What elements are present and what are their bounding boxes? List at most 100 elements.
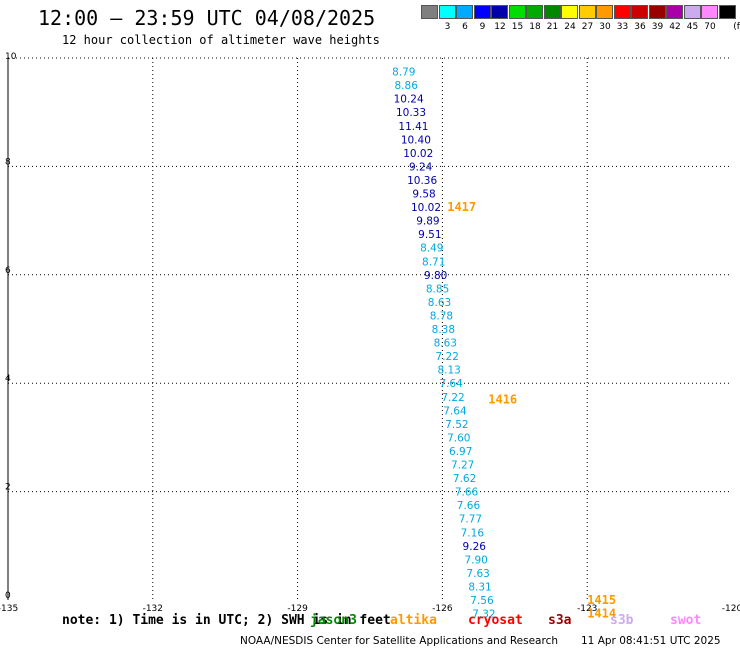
satellite-label-cryosat: cryosat [468, 613, 523, 628]
data-point-label: 6.97 [449, 446, 472, 458]
footer-timestamp: 11 Apr 08:41:51 UTC 2025 [581, 635, 721, 647]
legend-swatch [508, 5, 526, 19]
data-point-label: 8.63 [428, 297, 451, 309]
x-tick-label: -126 [432, 604, 453, 614]
legend-swatch [631, 5, 648, 19]
data-point-label: 8.63 [434, 338, 457, 350]
legend-label: 42 [669, 22, 681, 32]
y-tick-label: 4 [5, 374, 11, 384]
footer-credit: NOAA/NESDIS Center for Satellite Applica… [240, 635, 558, 647]
data-point-label: 7.64 [443, 405, 467, 417]
data-point-label: 7.32 [472, 609, 495, 621]
data-point-label: 7.22 [436, 351, 459, 363]
data-point-label: 7.90 [464, 554, 487, 566]
data-point-label: 8.86 [395, 80, 419, 92]
data-point-label: 10.24 [394, 94, 424, 106]
data-point-label: 8.71 [422, 256, 445, 268]
legend-label: 15 [511, 22, 524, 32]
data-point-label: 7.77 [459, 514, 482, 526]
x-tick-label: -135 [0, 604, 18, 614]
legend-swatch [578, 5, 596, 19]
y-tick-label: 2 [5, 483, 11, 493]
data-point-label: 7.63 [466, 568, 489, 580]
legend-swatch [543, 5, 561, 19]
data-point-label: 8.85 [426, 283, 449, 295]
data-point-label: 9.89 [416, 216, 439, 228]
legend-swatch [648, 5, 666, 19]
data-point-label: 10.36 [407, 175, 437, 187]
legend-swatch [561, 5, 578, 19]
data-point-label: 8.38 [432, 324, 455, 336]
legend-swatch [701, 5, 718, 19]
legend-swatch [526, 5, 543, 19]
data-point-label: 9.51 [418, 229, 441, 241]
legend-label: 9 [479, 22, 486, 32]
data-point-label: 9.24 [409, 161, 433, 173]
legend-label: 36 [634, 22, 646, 32]
y-tick-label: 6 [5, 266, 11, 276]
data-point-label: 7.27 [451, 460, 474, 472]
y-tick-label: 10 [5, 52, 17, 62]
data-point-label: 7.62 [453, 473, 476, 485]
data-point-label: 10.40 [401, 134, 431, 146]
data-point-label: 8.78 [430, 310, 453, 322]
legend-label: 33 [616, 22, 629, 32]
legend-swatch [491, 5, 508, 19]
data-point-label: 7.66 [457, 500, 481, 512]
legend-label: 30 [599, 22, 611, 32]
legend-swatch [613, 5, 631, 19]
legend-label: 21 [546, 22, 559, 32]
satellite-label-s3b: s3b [610, 613, 634, 628]
legend-swatch [718, 5, 736, 19]
x-tick-label: -132 [143, 604, 163, 614]
satellite-label-s3a: s3a [548, 613, 572, 628]
legend-label: 18 [529, 22, 541, 32]
data-point-label: 7.60 [447, 432, 470, 444]
legend-swatch [421, 5, 438, 19]
data-point-label: 8.13 [437, 365, 460, 377]
legend-label: 24 [564, 22, 576, 32]
data-point-label: 7.52 [445, 419, 468, 431]
time-label: 1417 [447, 200, 476, 214]
legend-unit: (ft) [733, 22, 740, 32]
legend-swatch [473, 5, 491, 19]
legend-swatch [438, 5, 456, 19]
legend-swatch [683, 5, 701, 19]
page-title: 12:00 – 23:59 UTC 04/08/2025 [38, 6, 376, 30]
y-tick-label: 0 [5, 591, 11, 601]
time-label: 1414 [587, 607, 616, 621]
data-point-label: 10.02 [411, 202, 441, 214]
satellite-label-swot: swot [670, 613, 702, 628]
legend-label: 6 [462, 22, 468, 32]
data-point-label: 7.66 [455, 487, 479, 499]
time-label: 1415 [587, 593, 616, 607]
data-point-label: 8.79 [392, 67, 415, 79]
data-point-label: 11.41 [398, 121, 428, 133]
legend-label: 70 [704, 22, 716, 32]
legend-swatch [666, 5, 683, 19]
legend-swatch [596, 5, 613, 19]
x-tick-label: -129 [287, 604, 308, 614]
data-point-label: 10.33 [396, 107, 426, 119]
legend-label: 27 [581, 22, 594, 32]
data-point-label: 7.22 [441, 392, 464, 404]
legend-label: 3 [444, 22, 451, 32]
y-tick-label: 8 [5, 157, 11, 167]
x-tick-label: -123 [577, 604, 597, 614]
data-point-label: 7.16 [461, 527, 485, 539]
data-point-label: 7.56 [470, 595, 494, 607]
data-point-label: 9.26 [463, 541, 487, 553]
legend-label: 45 [686, 22, 699, 32]
legend-label: 12 [494, 22, 506, 32]
data-point-label: 10.02 [403, 148, 433, 160]
x-tick-label: -120 [722, 604, 740, 614]
data-point-label: 8.31 [468, 581, 491, 593]
time-label: 1416 [488, 392, 517, 406]
legend-label: 39 [651, 22, 664, 32]
data-point-label: 9.80 [424, 270, 447, 282]
data-point-label: 8.49 [420, 243, 443, 255]
satellite-label-jason3: jason3 [310, 613, 357, 628]
legend-swatch [456, 5, 473, 19]
